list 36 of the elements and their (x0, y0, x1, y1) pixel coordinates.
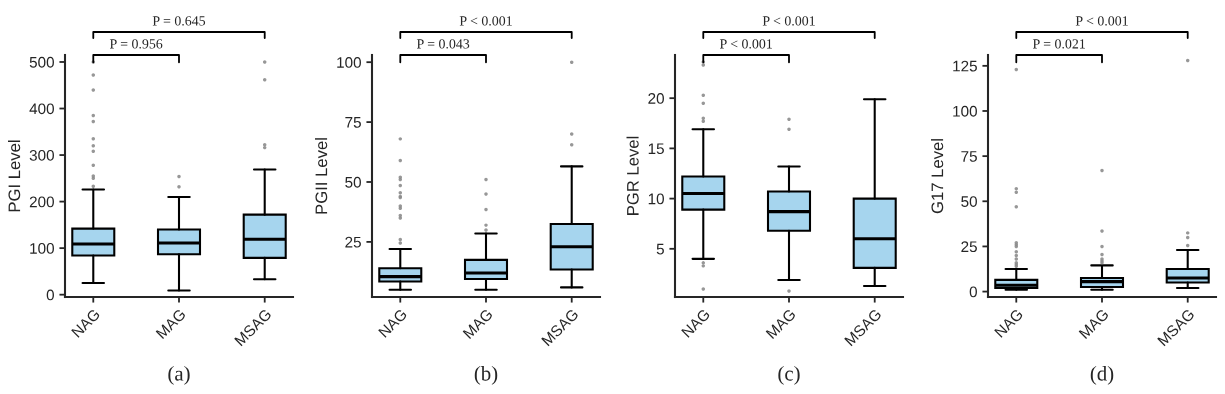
text: P < 0.001 (762, 16, 815, 26)
y-axis-title: PGII Level (315, 138, 328, 214)
y-tick-label: 10 (648, 193, 664, 205)
text: P = 0.645 (152, 16, 206, 26)
y-tick-label: 500 (29, 56, 54, 68)
y-axis-title: PGR Level (626, 136, 639, 215)
y-axis-title: PGI Level (8, 140, 21, 212)
y-tick-label: 125 (953, 60, 977, 72)
y-tick-label: 0 (46, 289, 54, 301)
y-tick-label: 75 (961, 151, 977, 162)
y-axis-title: G17 Level (931, 139, 944, 214)
text: P < 0.001 (459, 16, 512, 26)
x-axis-title: (b) (474, 365, 498, 385)
y-tick-label: 200 (29, 196, 54, 208)
y-tick-label: 50 (961, 196, 977, 207)
y-tick-label: 5 (656, 243, 664, 255)
y-tick-label: 300 (29, 149, 54, 161)
text: P < 0.001 (1075, 16, 1128, 26)
y-tick-label: 75 (345, 117, 361, 128)
text: P = 0.956 (109, 39, 163, 49)
y-tick-label: 0 (969, 286, 977, 298)
y-tick-label: 400 (29, 103, 54, 115)
y-tick-label: 25 (961, 241, 977, 253)
text: P = 0.021 (1032, 39, 1085, 49)
text: P < 0.001 (719, 39, 772, 49)
text: P = 0.043 (416, 39, 470, 49)
y-tick-label: 100 (337, 57, 361, 68)
y-tick-label: 15 (648, 143, 664, 155)
x-axis-title: (d) (1090, 365, 1114, 385)
x-axis-title: (c) (778, 365, 800, 385)
x-axis-title: (a) (168, 365, 190, 385)
y-tick-label: 100 (30, 243, 54, 254)
y-tick-label: 100 (953, 105, 977, 117)
y-tick-label: 20 (648, 93, 664, 104)
y-tick-label: 50 (345, 176, 361, 188)
y-tick-label: 25 (345, 236, 361, 248)
